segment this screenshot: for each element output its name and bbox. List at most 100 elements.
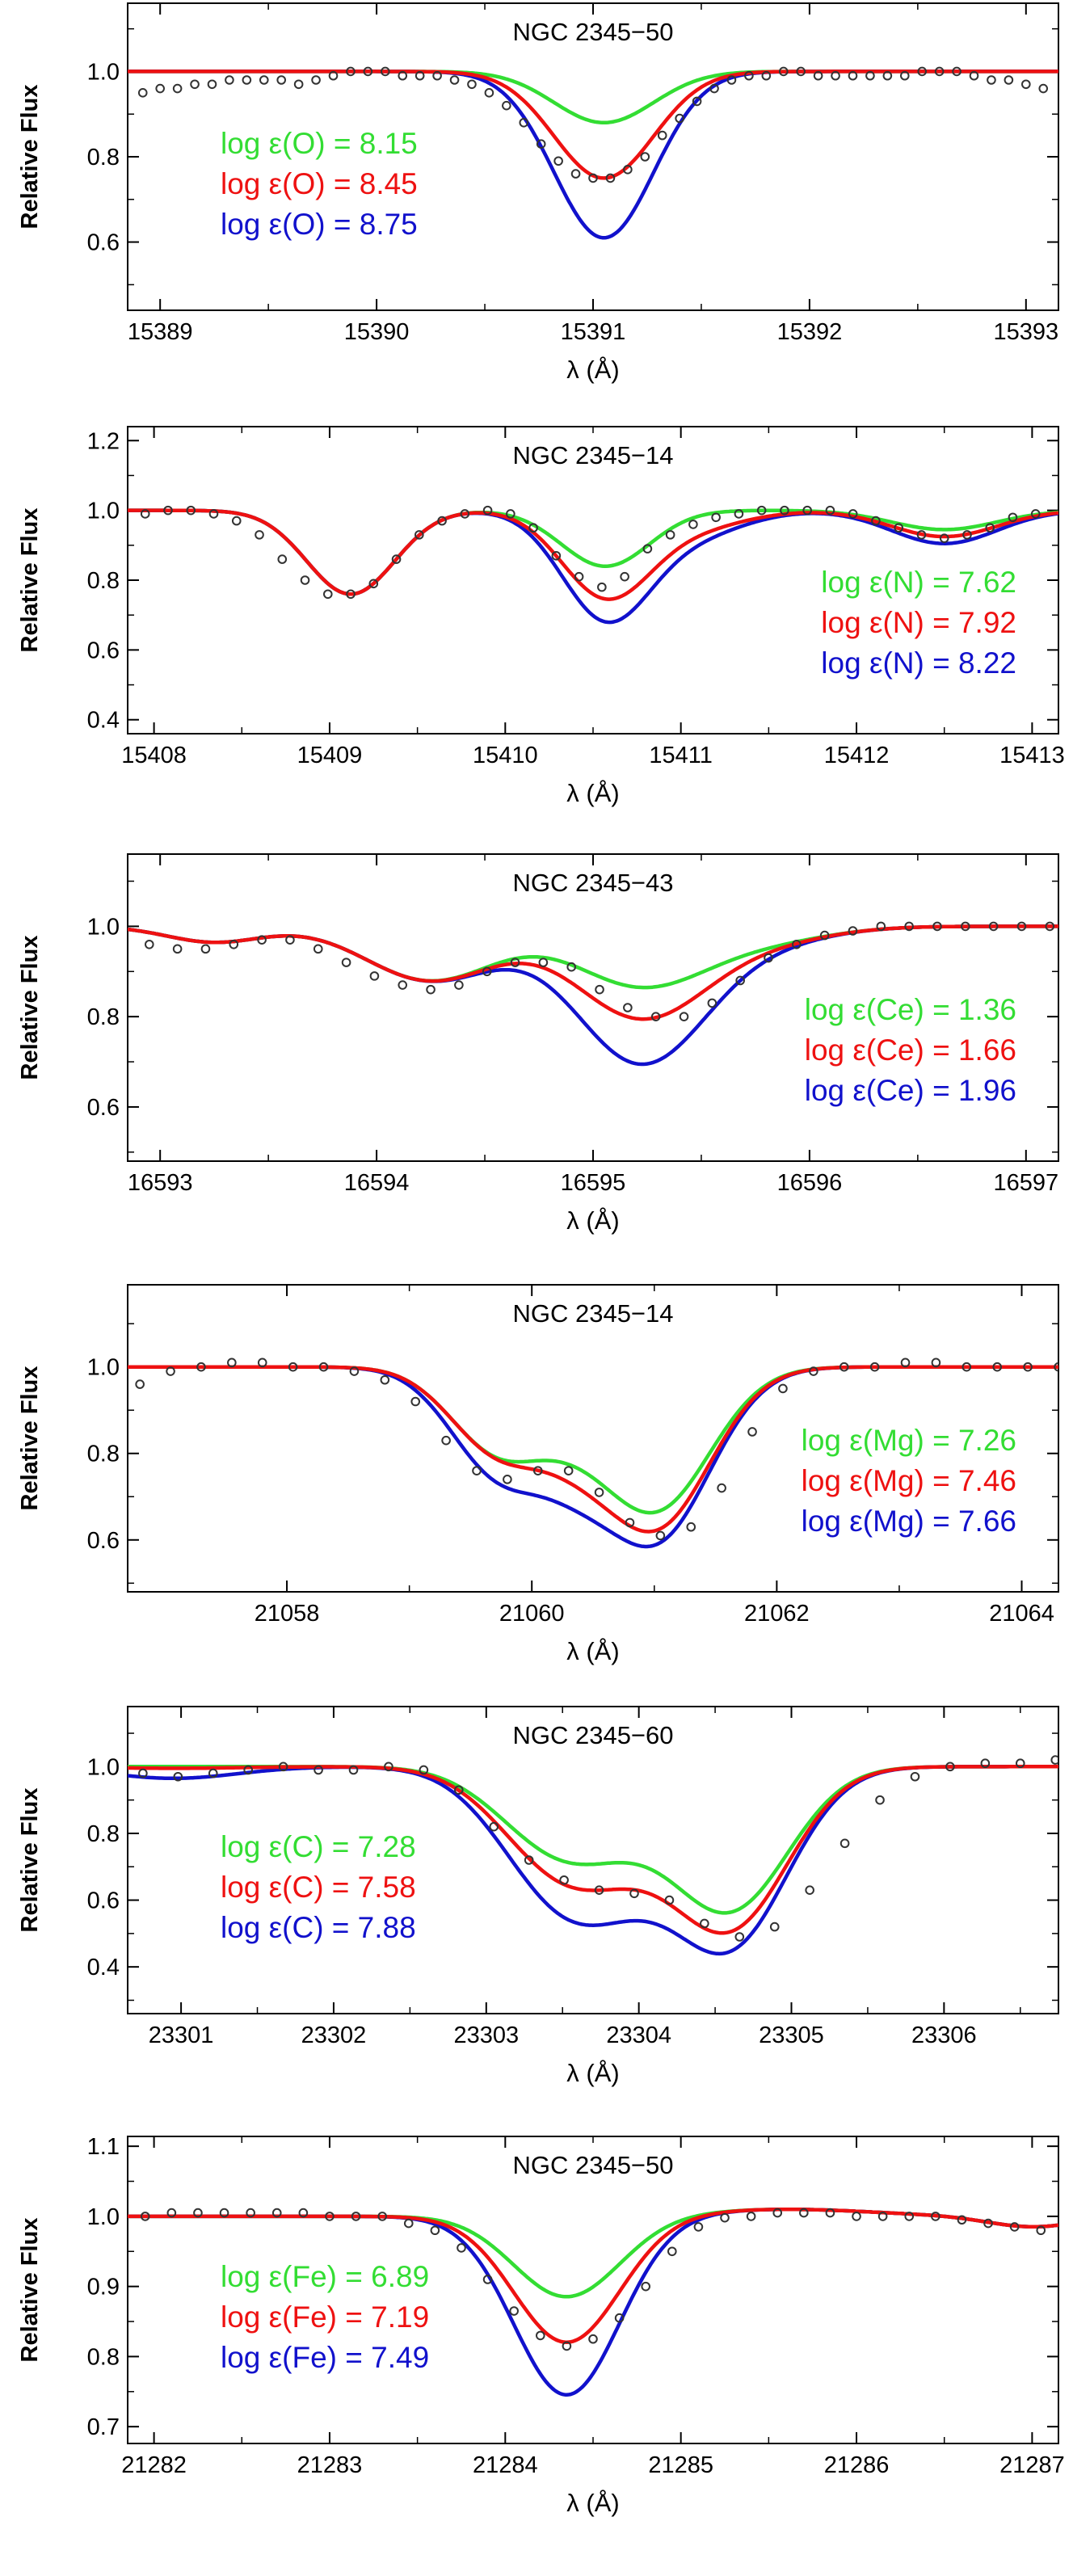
observed-point (193, 2208, 203, 2218)
observed-point (931, 2212, 940, 2221)
observed-point (503, 1475, 512, 1484)
observed-point (173, 1771, 183, 1782)
observed-point (186, 505, 196, 516)
observed-point (813, 70, 823, 81)
observed-point (692, 96, 702, 107)
observed-point (932, 921, 942, 932)
observed-point (454, 980, 464, 990)
observed-point (778, 1383, 788, 1394)
plot-frame (127, 1284, 1059, 1593)
legend-label-high: log ε(C) = 7.88 (221, 1911, 416, 1944)
x-tick-label: 16596 (777, 1170, 843, 1196)
observed-point (368, 579, 379, 589)
observed-point (313, 1765, 323, 1775)
plot-area (128, 1755, 1058, 1956)
observed-point (675, 113, 684, 124)
x-tick-label: 15389 (128, 319, 193, 345)
x-axis-label: λ (Å) (566, 356, 619, 384)
x-tick-label: 21285 (648, 2452, 713, 2478)
observed-point (563, 1466, 574, 1475)
observed-point (987, 75, 996, 85)
observed-point (300, 575, 310, 585)
observed-point (657, 130, 667, 141)
observed-point (535, 2330, 545, 2341)
observed-point (430, 2225, 440, 2236)
observed-point (769, 1921, 780, 1932)
observed-point (454, 1785, 464, 1795)
observed-point (369, 971, 380, 981)
observed-point (980, 1758, 991, 1769)
observed-point (227, 1357, 237, 1368)
observed-point (717, 1483, 726, 1493)
observed-point (852, 2212, 861, 2221)
observed-point (467, 79, 477, 90)
observed-point (509, 2306, 519, 2316)
observed-point (588, 2334, 598, 2344)
y-tick-label: 1.2 (87, 428, 120, 454)
y-tick-label: 1.0 (87, 59, 120, 85)
observed-point (246, 2208, 255, 2218)
observed-point (349, 1366, 360, 1376)
observed-point (380, 1374, 390, 1385)
y-tick-label: 0.4 (87, 1955, 120, 1980)
observed-point (414, 530, 424, 540)
series-line-mid (128, 1365, 1058, 1534)
observed-point (945, 1762, 955, 1772)
observed-point (597, 582, 607, 592)
observed-point (588, 173, 598, 183)
observed-point (642, 544, 653, 554)
observed-point (532, 1466, 543, 1475)
observed-point (641, 2281, 651, 2292)
x-tick-label: 21058 (255, 1601, 320, 1627)
observed-point (595, 984, 604, 995)
y-axis-label: Relative Flux (17, 936, 43, 1080)
observed-point (328, 70, 339, 81)
legend-label-high: log ε(Fe) = 7.49 (221, 2341, 429, 2374)
observed-point (614, 2313, 625, 2323)
observed-point (398, 70, 408, 81)
observed-point (1004, 75, 1014, 85)
observed-point (939, 533, 949, 543)
observed-point (437, 516, 447, 526)
observed-point (384, 1762, 393, 1772)
observed-point (875, 1795, 885, 1805)
x-tick-label: 16593 (128, 1170, 193, 1196)
observed-point (961, 1362, 972, 1372)
x-tick-label: 21282 (121, 2452, 187, 2478)
observed-point (276, 75, 287, 85)
observed-point (155, 83, 165, 94)
x-tick-label: 16597 (993, 1170, 1058, 1196)
observed-point (693, 2222, 704, 2232)
observed-point (900, 1357, 911, 1368)
observed-point (449, 75, 460, 85)
y-tick-label: 1.0 (87, 2204, 120, 2230)
observed-point (825, 505, 835, 516)
observed-point (869, 1362, 880, 1372)
x-tick-label: 15392 (777, 319, 843, 345)
observed-point (190, 79, 200, 90)
x-tick-label: 15410 (473, 743, 538, 768)
y-tick-label: 0.8 (87, 568, 120, 594)
observed-point (778, 66, 789, 77)
observed-point (1045, 921, 1055, 932)
y-tick-label: 0.9 (87, 2275, 120, 2300)
x-tick-label: 23305 (759, 2022, 824, 2048)
y-tick-label: 0.8 (87, 1442, 120, 1467)
observed-point (899, 70, 910, 81)
observed-point (1038, 83, 1049, 94)
panel-title: NGC 2345−14 (512, 1299, 673, 1328)
observed-point (225, 75, 234, 85)
chart-panel-2: 15408 15409 15410 15411 15412 15413 0.4 0.6 0.8 1… (17, 426, 1065, 807)
observed-point (734, 1932, 745, 1942)
observed-point (917, 66, 928, 77)
observed-point (711, 512, 721, 523)
observed-point (381, 66, 390, 77)
observed-point (764, 953, 773, 963)
observed-point (961, 921, 970, 932)
observed-point (551, 550, 562, 561)
observed-point (904, 921, 914, 932)
observed-point (1015, 1758, 1025, 1769)
x-tick-label: 21060 (499, 1601, 565, 1627)
observed-point (962, 530, 972, 540)
chart-panel-3: 16593 16594 16595 16596 16597 0.6 0.8 1.0 λ (Å) R… (17, 853, 1059, 1235)
